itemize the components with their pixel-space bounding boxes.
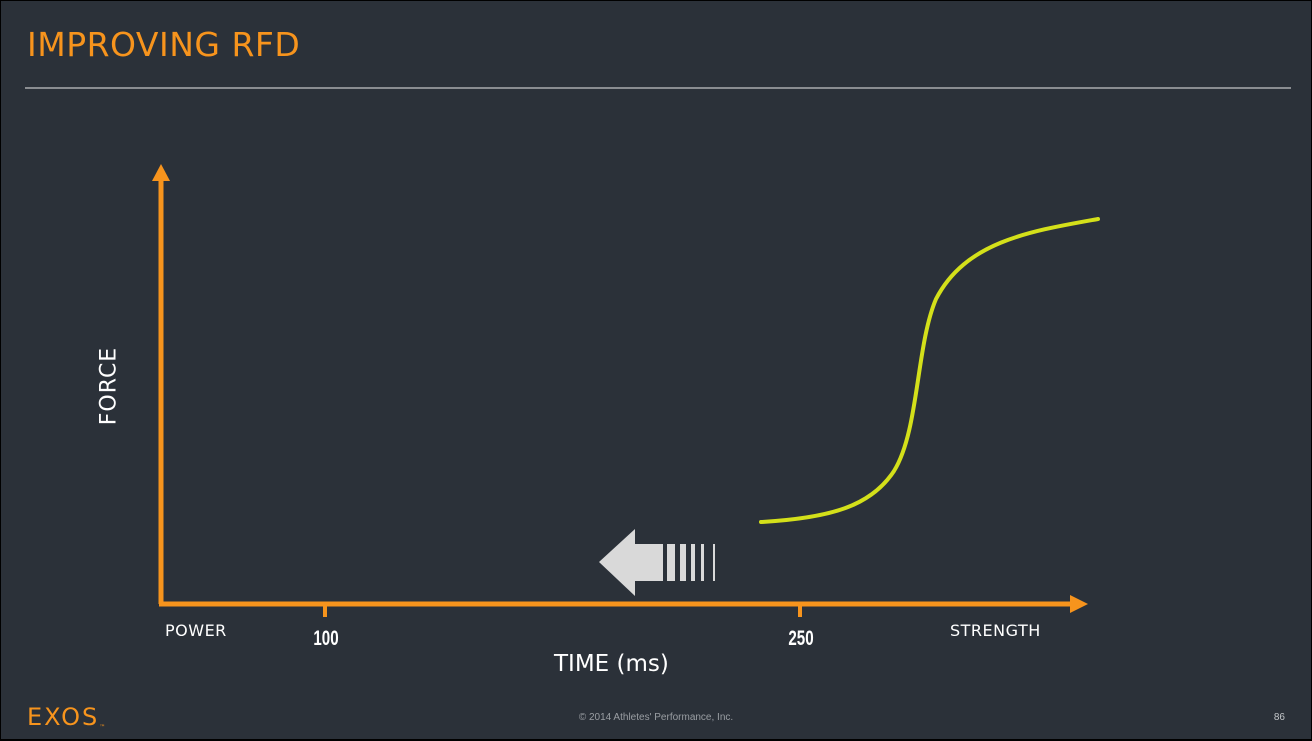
copyright-text: © 2014 Athletes' Performance, Inc.	[578, 712, 734, 723]
trademark-mark: ™	[99, 724, 106, 731]
left-arrow-icon	[599, 529, 715, 596]
y-axis-label: FORCE	[96, 346, 122, 426]
title-divider	[25, 87, 1291, 89]
x-start-label: POWER	[165, 621, 227, 640]
x-axis-arrowhead	[1070, 595, 1088, 613]
slide-title: IMPROVING RFD	[27, 25, 301, 64]
exos-logo: EXOS™	[27, 703, 105, 731]
page-number: 86	[1273, 712, 1285, 723]
tick-label-250: 250	[788, 627, 814, 650]
x-axis-label: TIME (ms)	[554, 651, 669, 677]
y-axis-arrowhead	[152, 164, 170, 181]
force-time-curve	[759, 217, 1100, 524]
logo-text: EXOS	[27, 703, 100, 731]
tick-label-100: 100	[313, 627, 339, 650]
x-end-label: STRENGTH	[950, 621, 1041, 640]
